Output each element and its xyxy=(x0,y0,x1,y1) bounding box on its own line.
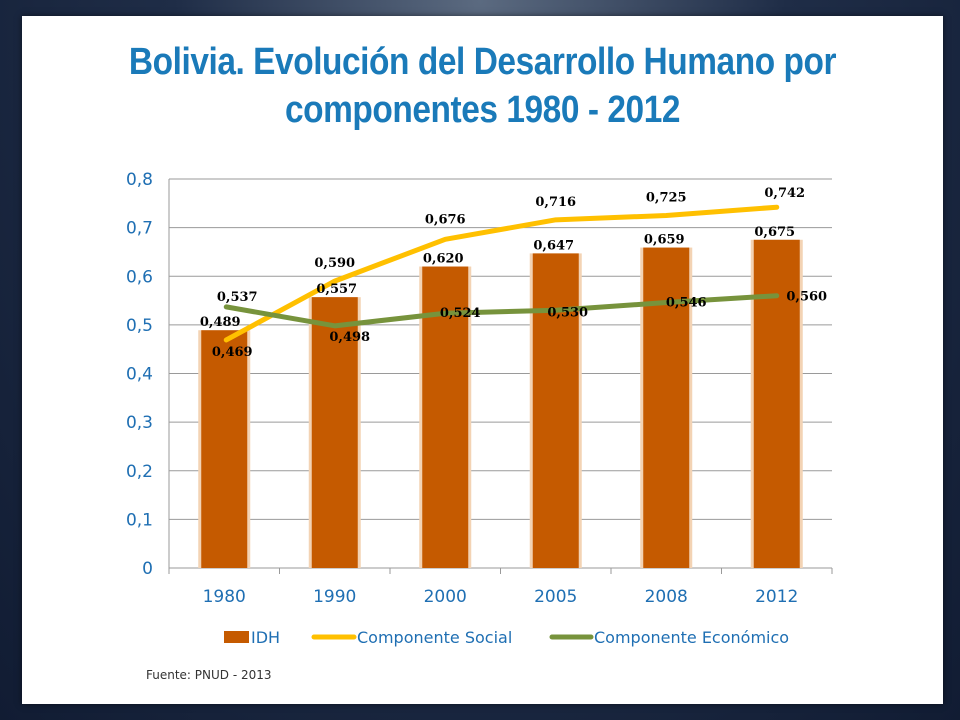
economico-data-label: 0,546 xyxy=(666,296,707,311)
legend-label-economico: Componente Económico xyxy=(594,628,789,647)
bar-data-label: 0,647 xyxy=(533,238,574,253)
bar-data-label: 0,675 xyxy=(754,225,795,240)
legend-swatch-idh xyxy=(224,631,249,643)
x-tick-label: 2000 xyxy=(424,587,467,607)
bar-idh xyxy=(201,330,248,568)
social-data-label: 0,716 xyxy=(535,195,576,210)
legend-label-idh: IDH xyxy=(251,628,280,647)
economico-data-label: 0,498 xyxy=(329,330,370,345)
economico-data-label: 0,537 xyxy=(217,290,258,305)
x-tick-label: 1990 xyxy=(313,587,356,607)
bar-idh xyxy=(311,297,358,568)
bar-data-label: 0,659 xyxy=(644,233,685,248)
social-data-label: 0,676 xyxy=(425,212,466,227)
economico-data-label: 0,530 xyxy=(547,305,588,320)
y-tick-label: 0 xyxy=(142,559,153,579)
economico-data-label: 0,560 xyxy=(786,290,827,305)
social-data-label: 0,590 xyxy=(314,256,355,271)
y-tick-label: 0,3 xyxy=(126,413,153,433)
bar-data-label: 0,620 xyxy=(423,252,464,267)
slide-title: Bolivia. Evolución del Desarrollo Humano… xyxy=(77,38,887,134)
bar-data-label: 0,557 xyxy=(316,282,357,297)
y-tick-label: 0,6 xyxy=(126,267,153,287)
x-tick-label: 2005 xyxy=(534,587,577,607)
y-tick-label: 0,8 xyxy=(126,170,153,190)
social-data-label: 0,469 xyxy=(212,345,253,360)
x-tick-label: 1980 xyxy=(203,587,246,607)
social-data-label: 0,742 xyxy=(764,186,805,201)
line-componente-social xyxy=(223,204,780,343)
y-tick-label: 0,1 xyxy=(126,510,153,530)
bar-idh xyxy=(532,253,579,569)
title-line-2: componentes 1980 - 2012 xyxy=(284,89,681,131)
y-tick-label: 0,2 xyxy=(126,462,153,482)
bar-data-label: 0,489 xyxy=(200,315,241,330)
social-data-label: 0,725 xyxy=(646,190,687,205)
economico-data-label: 0,524 xyxy=(440,306,481,321)
title-line-1: Bolivia. Evolución del Desarrollo Humano… xyxy=(128,41,837,83)
y-tick-label: 0,7 xyxy=(126,219,153,239)
y-tick-label: 0,5 xyxy=(126,316,153,336)
x-tick-label: 2012 xyxy=(755,587,798,607)
y-tick-label: 0,4 xyxy=(126,365,153,385)
x-tick-label: 2008 xyxy=(645,587,688,607)
legend-label-social: Componente Social xyxy=(357,628,512,647)
source-note: Fuente: PNUD - 2013 xyxy=(146,668,272,682)
line-componente-economico xyxy=(223,293,780,329)
